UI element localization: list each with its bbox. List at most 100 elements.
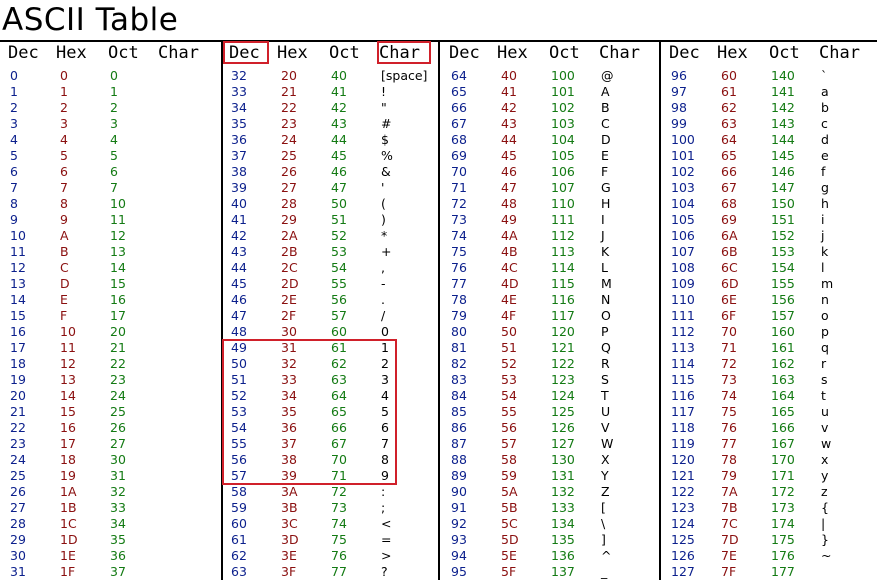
- cell-hex-102: 66: [721, 164, 737, 179]
- cell-dec-88: 88: [451, 452, 467, 467]
- cell-oct-29: 35: [110, 532, 126, 547]
- cell-oct-118: 166: [771, 420, 795, 435]
- cell-char-84: T: [601, 388, 609, 403]
- cell-oct-16: 20: [110, 324, 126, 339]
- cell-hex-122: 7A: [721, 484, 738, 499]
- cell-dec-13: 13: [10, 276, 26, 291]
- cell-hex-57: 39: [281, 468, 297, 483]
- cell-char-58: :: [381, 484, 386, 499]
- cell-oct-98: 142: [771, 100, 795, 115]
- cell-char-71: G: [601, 180, 611, 195]
- cell-dec-4: 4: [10, 132, 18, 147]
- cell-char-62: >: [381, 548, 392, 563]
- cell-hex-23: 17: [60, 436, 76, 451]
- cell-hex-1: 1: [60, 84, 68, 99]
- cell-dec-27: 27: [10, 500, 26, 515]
- cell-dec-60: 60: [231, 516, 247, 531]
- cell-char-119: w: [821, 436, 832, 451]
- cell-dec-68: 68: [451, 132, 467, 147]
- cell-hex-38: 26: [281, 164, 297, 179]
- cell-oct-12: 14: [110, 260, 126, 275]
- cell-oct-38: 46: [331, 164, 347, 179]
- cell-dec-119: 119: [671, 436, 695, 451]
- cell-oct-23: 27: [110, 436, 126, 451]
- cell-hex-60: 3C: [281, 516, 298, 531]
- cell-oct-87: 127: [551, 436, 575, 451]
- cell-dec-51: 51: [231, 372, 247, 387]
- cell-hex-85: 55: [501, 404, 517, 419]
- cell-dec-35: 35: [231, 116, 247, 131]
- cell-oct-101: 145: [771, 148, 795, 163]
- cell-hex-22: 16: [60, 420, 76, 435]
- cell-char-35: #: [381, 116, 392, 131]
- cell-hex-125: 7D: [721, 532, 739, 547]
- cell-oct-69: 105: [551, 148, 575, 163]
- page-title: ASCII Table: [2, 2, 179, 38]
- cell-char-43: +: [381, 244, 392, 259]
- cell-hex-34: 22: [281, 100, 297, 115]
- header-dec-col3: Dec: [449, 43, 480, 63]
- cell-char-45: -: [381, 276, 386, 291]
- cell-dec-123: 123: [671, 500, 695, 515]
- cell-dec-52: 52: [231, 388, 247, 403]
- column-divider: [438, 40, 440, 580]
- cell-hex-103: 67: [721, 180, 737, 195]
- cell-char-90: Z: [601, 484, 610, 499]
- cell-char-55: 7: [381, 436, 389, 451]
- cell-char-116: t: [821, 388, 826, 403]
- cell-oct-72: 110: [551, 196, 575, 211]
- cell-char-52: 4: [381, 388, 389, 403]
- cell-hex-26: 1A: [60, 484, 77, 499]
- cell-dec-56: 56: [231, 452, 247, 467]
- cell-oct-31: 37: [110, 564, 126, 579]
- cell-hex-72: 48: [501, 196, 517, 211]
- cell-oct-113: 161: [771, 340, 795, 355]
- cell-oct-85: 125: [551, 404, 575, 419]
- header-hex-col1: Hex: [56, 43, 87, 63]
- cell-oct-58: 72: [331, 484, 347, 499]
- cell-char-75: K: [601, 244, 610, 259]
- cell-hex-91: 5B: [501, 500, 518, 515]
- cell-char-72: H: [601, 196, 611, 211]
- cell-hex-86: 56: [501, 420, 517, 435]
- cell-hex-108: 6C: [721, 260, 738, 275]
- cell-char-64: @: [601, 68, 614, 83]
- cell-hex-19: 13: [60, 372, 76, 387]
- cell-oct-59: 73: [331, 500, 347, 515]
- cell-dec-70: 70: [451, 164, 467, 179]
- cell-hex-93: 5D: [501, 532, 519, 547]
- cell-oct-13: 15: [110, 276, 126, 291]
- cell-char-99: c: [821, 116, 828, 131]
- cell-char-107: k: [821, 244, 829, 259]
- cell-hex-12: C: [60, 260, 69, 275]
- cell-dec-2: 2: [10, 100, 18, 115]
- cell-char-67: C: [601, 116, 610, 131]
- header-oct-col3: Oct: [549, 43, 580, 63]
- cell-oct-4: 4: [110, 132, 118, 147]
- cell-hex-15: F: [60, 308, 68, 323]
- cell-dec-82: 82: [451, 356, 467, 371]
- cell-dec-46: 46: [231, 292, 247, 307]
- cell-oct-8: 10: [110, 196, 126, 211]
- cell-oct-27: 33: [110, 500, 126, 515]
- cell-char-109: m: [821, 276, 834, 291]
- cell-oct-92: 134: [551, 516, 575, 531]
- cell-dec-101: 101: [671, 148, 695, 163]
- cell-oct-28: 34: [110, 516, 126, 531]
- cell-hex-9: 9: [60, 212, 68, 227]
- cell-oct-37: 45: [331, 148, 347, 163]
- cell-dec-109: 109: [671, 276, 695, 291]
- cell-hex-44: 2C: [281, 260, 298, 275]
- cell-hex-70: 46: [501, 164, 517, 179]
- cell-dec-96: 96: [671, 68, 687, 83]
- cell-oct-22: 26: [110, 420, 126, 435]
- cell-char-65: A: [601, 84, 610, 99]
- cell-oct-115: 163: [771, 372, 795, 387]
- cell-hex-7: 7: [60, 180, 68, 195]
- header-char-col4: Char: [819, 43, 860, 63]
- cell-char-41: ): [381, 212, 386, 227]
- cell-oct-51: 63: [331, 372, 347, 387]
- cell-dec-47: 47: [231, 308, 247, 323]
- cell-char-112: p: [821, 324, 829, 339]
- cell-dec-67: 67: [451, 116, 467, 131]
